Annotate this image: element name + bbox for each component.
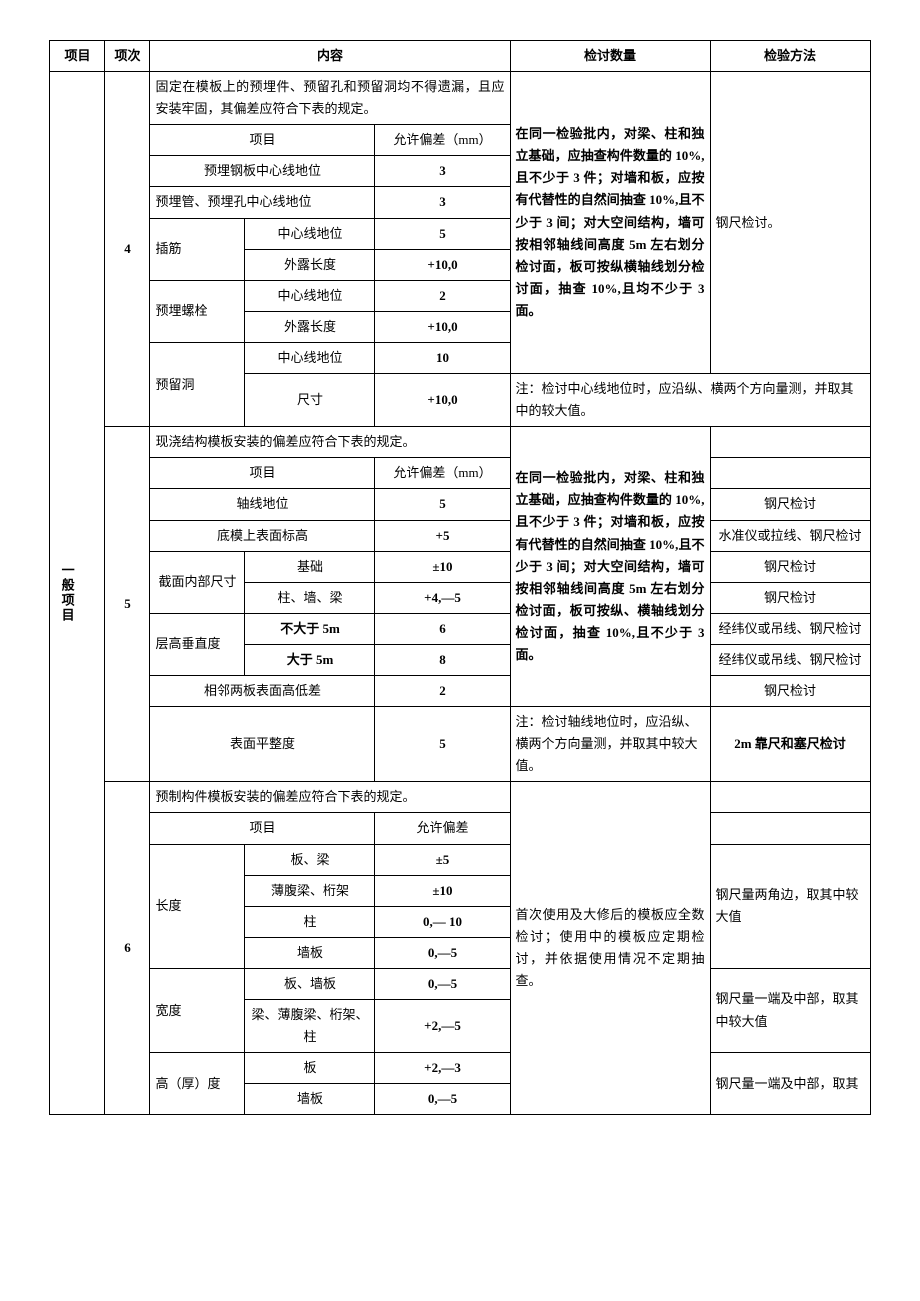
sec6-len-r2: 薄腹梁、桁架 (245, 875, 375, 906)
sec5-section-v1: ±10 (375, 551, 510, 582)
sec6-len-v1: ±5 (375, 844, 510, 875)
sec5-subhdr-item: 项目 (150, 458, 375, 489)
sec6-len-r3: 柱 (245, 906, 375, 937)
sec4-intro: 固定在模板上的预埋件、预留孔和预留洞均不得遗漏，且应安装牢固，其偏差应符合下表的… (150, 72, 510, 125)
sec6-m-blank (710, 782, 870, 813)
sec6-wid-r1: 板、墙板 (245, 968, 375, 999)
sec5-flat-m: 2m 靠尺和塞尺检讨 (710, 707, 870, 782)
sec6-wid-m: 钢尺量一端及中部，取其中较大值 (710, 968, 870, 1052)
hdr-content: 内容 (150, 41, 510, 72)
sec6-thk-r2: 墙板 (245, 1084, 375, 1115)
hdr-seq: 项次 (105, 41, 150, 72)
hdr-method: 检验方法 (710, 41, 870, 72)
sec6-len-m: 钢尺量两角边，取其中较大值 (710, 844, 870, 968)
sec4-num: 4 (105, 72, 150, 427)
sec6-thk-v2: 0,—5 (375, 1084, 510, 1115)
sec5-section: 截面内部尺寸 (150, 551, 245, 613)
sec5-vert-r2: 大于 5m (245, 644, 375, 675)
sec6-thk-r1: 板 (245, 1053, 375, 1084)
sec4-note: 注：检讨中心线地位时，应沿纵、横两个方向量测，并取其中的较大值。 (510, 374, 870, 427)
sec5-num: 5 (105, 427, 150, 782)
spec-table: 项目 项次 内容 检讨数量 检验方法 一般项目 4 固定在模板上的预埋件、预留孔… (49, 40, 870, 1115)
sec5-botel-m: 水准仪或拉线、钢尺检讨 (710, 520, 870, 551)
sec5-m-blank2 (710, 458, 870, 489)
sec4-luoshuan-r1: 中心线地位 (245, 280, 375, 311)
sec6-len-v4: 0,—5 (375, 937, 510, 968)
sec6-subhdr-item: 项目 (150, 813, 375, 844)
sec4-row-name: 预埋钢板中心线地位 (150, 156, 375, 187)
sec4-subhdr-item: 项目 (150, 125, 375, 156)
sec4-luoshuan-v2: +10,0 (375, 311, 510, 342)
sec5-axis-m: 钢尺检讨 (710, 489, 870, 520)
hdr-qty: 检讨数量 (510, 41, 710, 72)
sec5-vert-r1: 不大于 5m (245, 613, 375, 644)
sec5-section-v2: +4,—5 (375, 582, 510, 613)
sec5-intro: 现浇结构模板安装的偏差应符合下表的规定。 (150, 427, 510, 458)
sec4-chajin-r2: 外露长度 (245, 249, 375, 280)
sec5-vert-m2: 经纬仪或吊线、钢尺检讨 (710, 644, 870, 675)
header-row: 项目 项次 内容 检讨数量 检验方法 (50, 41, 870, 72)
sec5-flat-name: 表面平整度 (150, 707, 375, 782)
sec6-thk-v1: +2,—3 (375, 1053, 510, 1084)
sec6-thk: 高（厚）度 (150, 1053, 245, 1115)
sec4-chajin-r1: 中心线地位 (245, 218, 375, 249)
sec5-section-r1: 基础 (245, 551, 375, 582)
sec5-subhdr-tol: 允许偏差（mm） (375, 458, 510, 489)
sec5-section-m2: 钢尺检讨 (710, 582, 870, 613)
sec6-len-v2: ±10 (375, 875, 510, 906)
category-cell: 一般项目 (50, 72, 105, 1115)
sec5-vert-m1: 经纬仪或吊线、钢尺检讨 (710, 613, 870, 644)
category-label: 一般项目 (55, 563, 77, 623)
sec5-botel-val: +5 (375, 520, 510, 551)
sec4-yuliu-r2: 尺寸 (245, 374, 375, 427)
sec6-len-r1: 板、梁 (245, 844, 375, 875)
sec6-len-v3: 0,— 10 (375, 906, 510, 937)
sec4-yuliu-r1: 中心线地位 (245, 342, 375, 373)
sec6-wid-v2: +2,—5 (375, 1000, 510, 1053)
sec4-row-name: 预埋管、预埋孔中心线地位 (150, 187, 375, 218)
sec5-botel-name: 底模上表面标高 (150, 520, 375, 551)
sec5-m-blank (710, 427, 870, 458)
sec6-qty: 首次使用及大修后的模板应全数检讨；使用中的模板应定期检讨，并依据使用情况不定期抽… (510, 782, 710, 1115)
sec4-luoshuan-r2: 外露长度 (245, 311, 375, 342)
sec4-luoshuan: 预埋螺栓 (150, 280, 245, 342)
sec5-section-m1: 钢尺检讨 (710, 551, 870, 582)
sec5-vert: 层高垂直度 (150, 613, 245, 675)
sec6-wid-r2: 梁、薄腹梁、桁架、柱 (245, 1000, 375, 1053)
sec5-adj-val: 2 (375, 675, 510, 706)
sec5-adj-name: 相邻两板表面高低差 (150, 675, 375, 706)
sec5-section-r2: 柱、墙、梁 (245, 582, 375, 613)
sec6-wid-v1: 0,—5 (375, 968, 510, 999)
sec4-method: 钢尺检讨。 (710, 72, 870, 374)
sec6-len-r4: 墙板 (245, 937, 375, 968)
sec6-subhdr-tol: 允许偏差 (375, 813, 510, 844)
sec4-row-val: 3 (375, 187, 510, 218)
hdr-project: 项目 (50, 41, 105, 72)
sec5-qty: 在同一检验批内，对梁、柱和独立基础，应抽查构件数量的 10%,且不少于 3 件；… (510, 427, 710, 707)
sec5-vert-v2: 8 (375, 644, 510, 675)
sec6-len: 长度 (150, 844, 245, 968)
sec6-m-blank2 (710, 813, 870, 844)
sec4-yuliu-v2: +10,0 (375, 374, 510, 427)
sec4-row-val: 3 (375, 156, 510, 187)
sec6-wid: 宽度 (150, 968, 245, 1052)
sec5-adj-m: 钢尺检讨 (710, 675, 870, 706)
sec4-chajin-v2: +10,0 (375, 249, 510, 280)
sec5-axis-name: 轴线地位 (150, 489, 375, 520)
sec4-luoshuan-v1: 2 (375, 280, 510, 311)
sec4-yuliu: 预留洞 (150, 342, 245, 426)
sec4-qty: 在同一检验批内，对梁、柱和独立基础，应抽查构件数量的 10%,且不少于 3 件；… (510, 72, 710, 374)
sec4-chajin: 插筋 (150, 218, 245, 280)
sec6-thk-m: 钢尺量一端及中部，取其 (710, 1053, 870, 1115)
sec4-yuliu-v1: 10 (375, 342, 510, 373)
sec4-chajin-v1: 5 (375, 218, 510, 249)
sec6-intro: 预制构件模板安装的偏差应符合下表的规定。 (150, 782, 510, 813)
sec5-axis-val: 5 (375, 489, 510, 520)
sec5-vert-v1: 6 (375, 613, 510, 644)
sec5-note: 注：检讨轴线地位时，应沿纵、横两个方向量测，并取其中较大值。 (510, 707, 710, 782)
sec5-flat-val: 5 (375, 707, 510, 782)
sec4-subhdr-tol: 允许偏差（mm） (375, 125, 510, 156)
sec6-num: 6 (105, 782, 150, 1115)
